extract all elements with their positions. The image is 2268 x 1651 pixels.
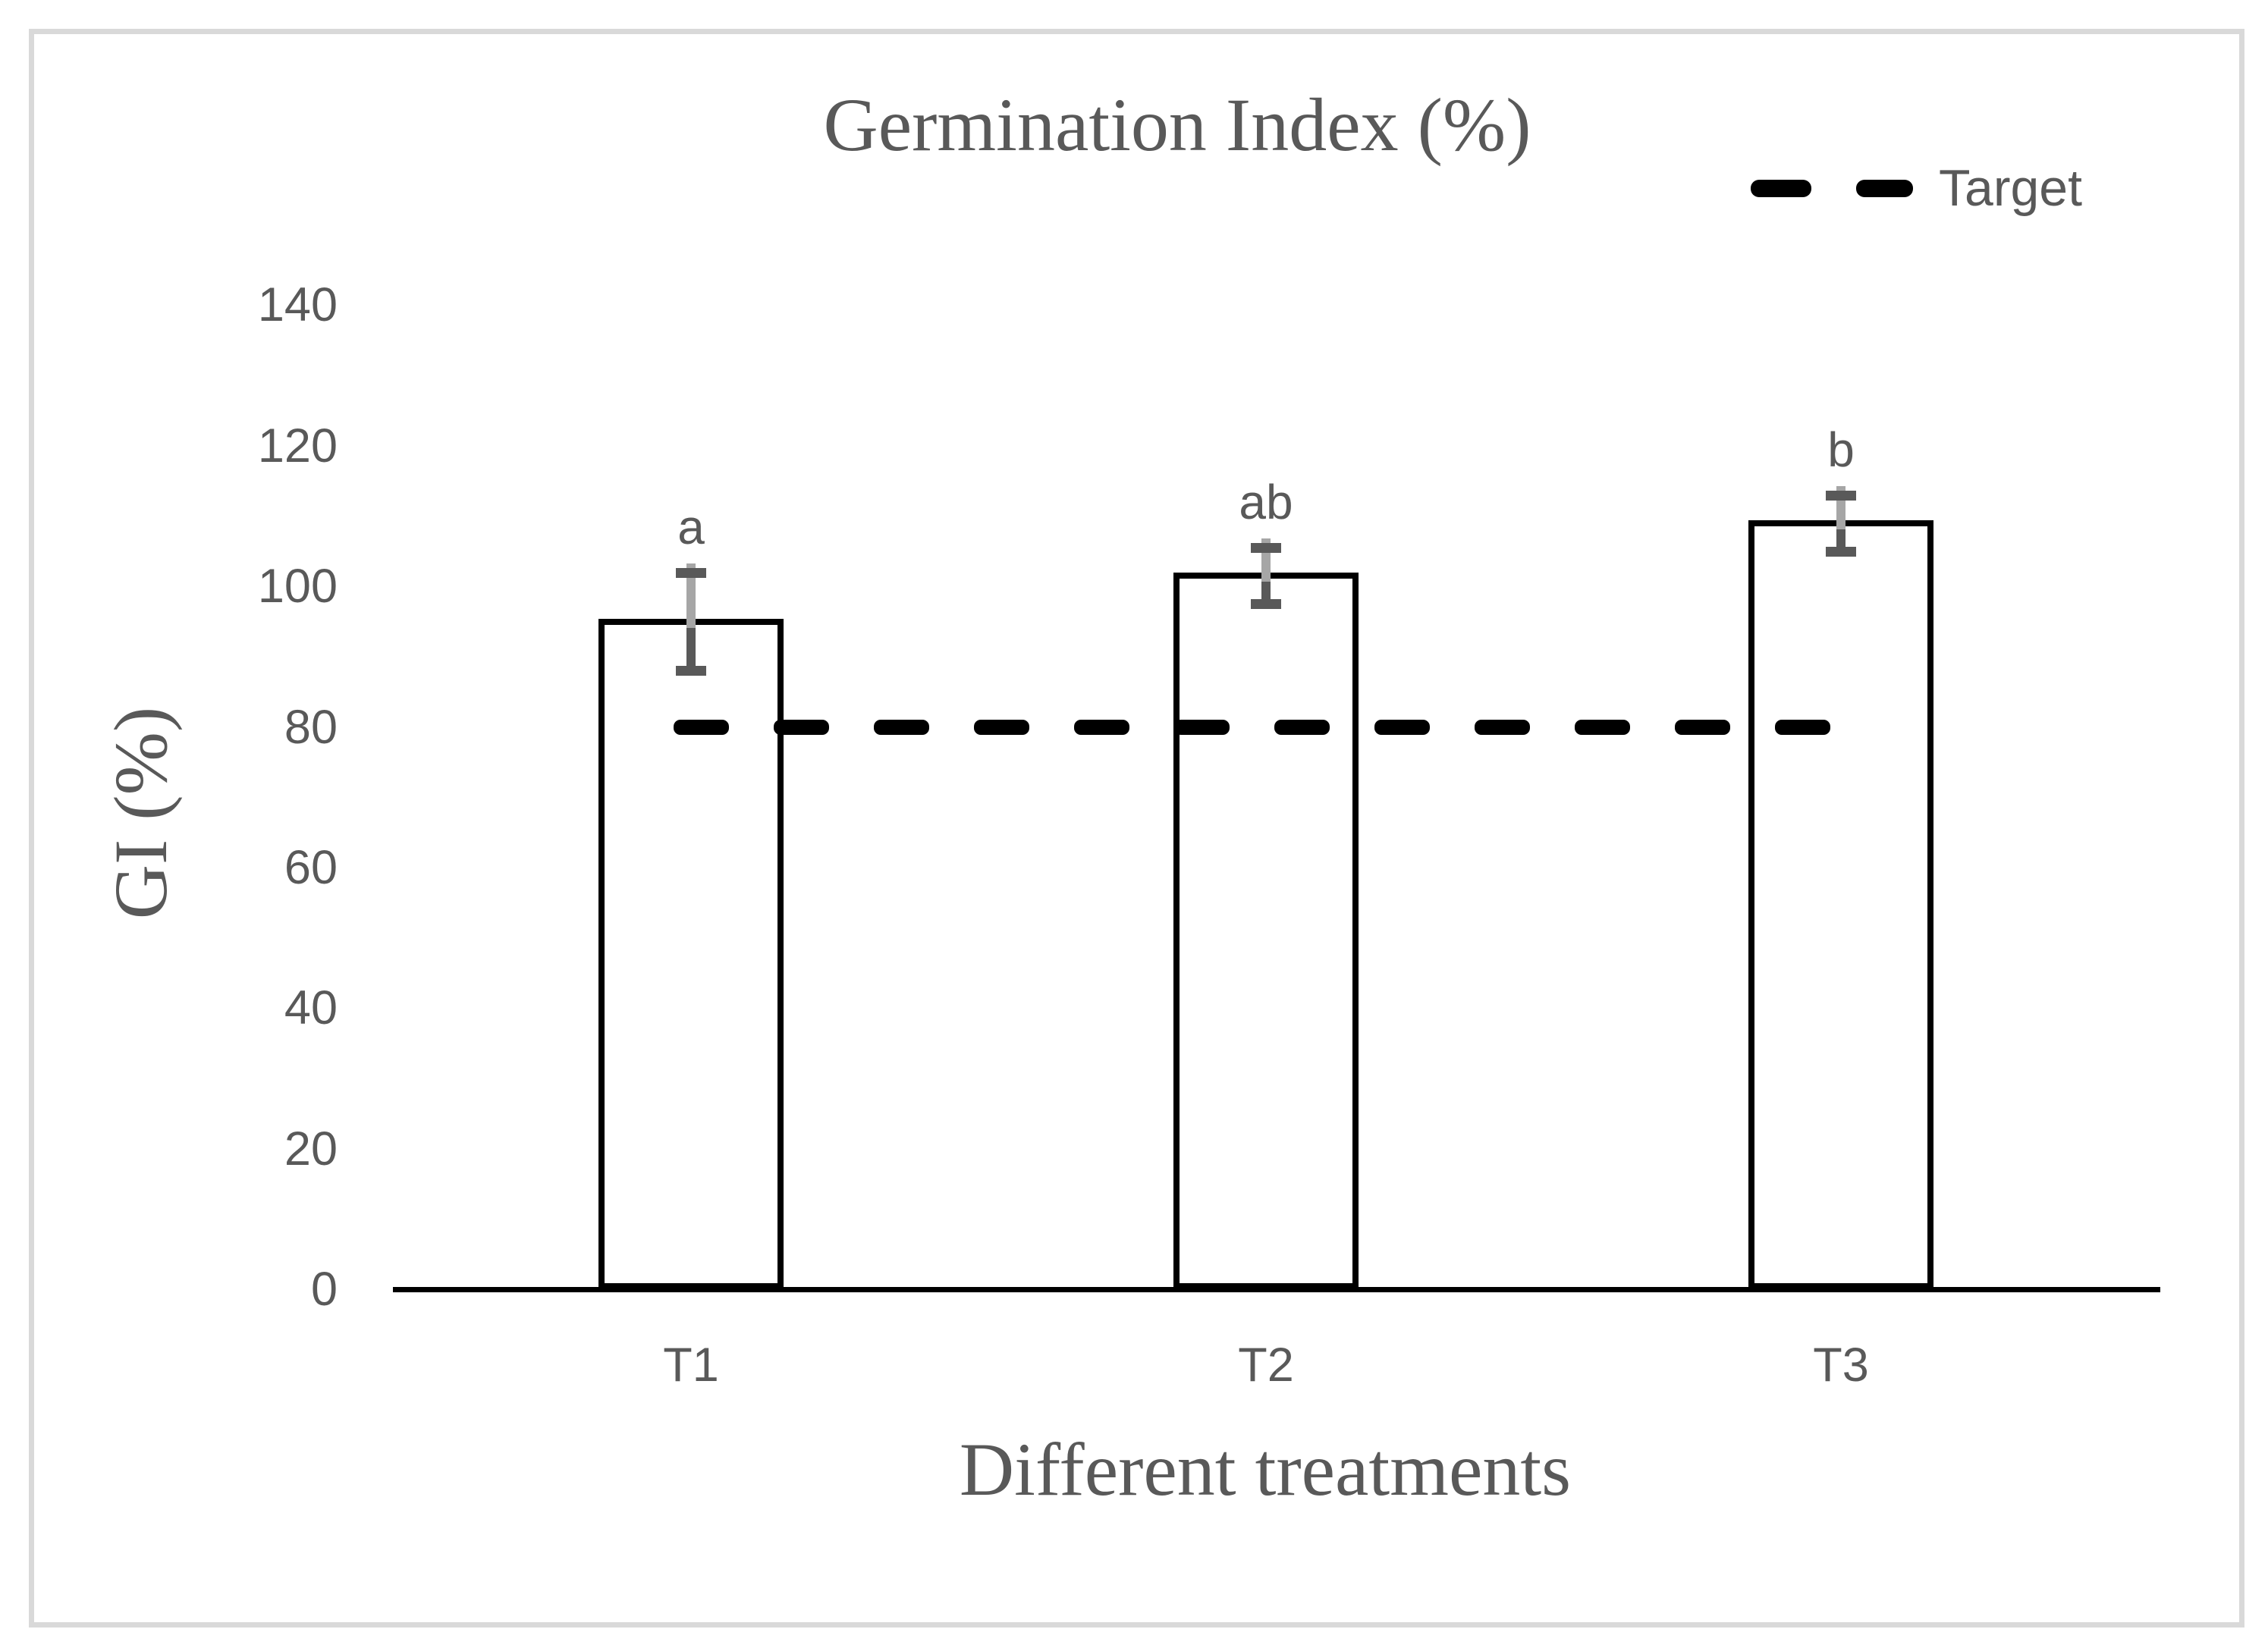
target-line-dash: [974, 719, 1029, 735]
target-line-dash: [1074, 719, 1129, 735]
legend-label: Target: [1939, 159, 2082, 217]
error-bar-upper-stem: [686, 563, 696, 628]
x-axis-line: [393, 1287, 2160, 1292]
target-line-dash: [1575, 719, 1630, 735]
target-line-dash: [1475, 719, 1530, 735]
legend-dash-icon: [1856, 180, 1913, 197]
error-bar-bottom-cap: [676, 666, 706, 676]
target-dashed-line: [674, 719, 1836, 735]
significance-letter: ab: [1239, 475, 1293, 530]
significance-letter: a: [677, 499, 705, 554]
figure-border: [29, 29, 2244, 1627]
y-axis-tick-label: 120: [257, 419, 338, 472]
error-bar-lower-stem: [686, 627, 696, 676]
error-bar-top-cap: [1251, 543, 1281, 554]
target-line-dash: [874, 719, 929, 735]
target-line-dash: [1675, 719, 1730, 735]
y-axis-tick-label: 0: [310, 1263, 338, 1316]
target-line-dash: [1274, 719, 1330, 735]
y-axis-tick-label: 140: [257, 278, 338, 332]
error-bar-bottom-cap: [1251, 599, 1281, 610]
x-axis-category-label: T1: [663, 1339, 719, 1392]
x-axis-category-label: T3: [1813, 1339, 1869, 1392]
target-line-dash: [674, 719, 729, 735]
error-bar-top-cap: [676, 567, 706, 578]
legend-dash-icon: [1751, 180, 1811, 197]
y-axis-tick-label: 60: [284, 840, 338, 894]
y-axis-tick-label: 40: [284, 981, 338, 1035]
bar: [1748, 519, 1933, 1289]
chart-title: Germination Index (%): [823, 83, 1531, 167]
x-axis-category-label: T2: [1238, 1339, 1294, 1392]
target-line-dash: [774, 719, 829, 735]
y-axis-tick-label: 80: [284, 700, 338, 754]
y-axis-tick-label: 20: [284, 1122, 338, 1175]
y-axis-tick-label: 100: [257, 560, 338, 614]
x-axis-title: Different treatments: [959, 1427, 1572, 1511]
target-line-dash: [1174, 719, 1230, 735]
bar: [1173, 573, 1359, 1289]
target-line-dash: [1775, 719, 1830, 735]
y-axis-title: GI (%): [99, 706, 183, 920]
target-line-dash: [1374, 719, 1430, 735]
error-bar-top-cap: [1826, 490, 1856, 501]
error-bar-bottom-cap: [1826, 546, 1856, 557]
significance-letter: b: [1827, 422, 1855, 477]
